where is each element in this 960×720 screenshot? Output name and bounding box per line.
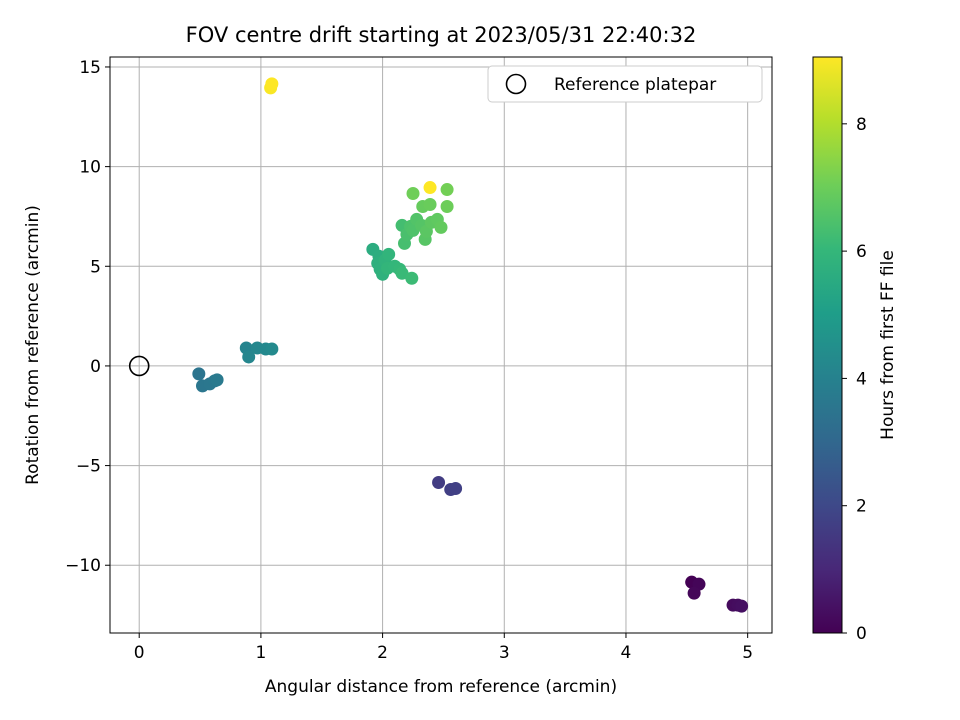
legend-label-reference: Reference platepar (554, 75, 716, 95)
y-axis-ticks: −10 −5 0 5 10 15 (65, 58, 110, 576)
data-point (242, 350, 256, 364)
data-point (440, 199, 454, 213)
colorbar-tick-label: 4 (856, 369, 867, 389)
y-tick-label: −10 (65, 556, 101, 576)
x-tick-label: 5 (742, 643, 753, 663)
x-tick-label: 3 (499, 643, 510, 663)
colorbar-tick-label: 6 (856, 242, 867, 262)
colorbar-ticks: 0 2 4 6 8 (842, 115, 867, 644)
x-tick-label: 0 (134, 643, 145, 663)
grid-lines (110, 57, 772, 633)
legend-marker-reference (505, 73, 527, 95)
data-point (449, 482, 463, 496)
x-axis-label: Angular distance from reference (arcmin) (265, 677, 617, 697)
y-tick-label: 15 (79, 58, 101, 78)
data-point (192, 367, 206, 381)
data-point (735, 599, 749, 613)
legend-box (487, 65, 763, 103)
y-tick-label: −5 (76, 457, 101, 477)
data-point (423, 197, 437, 211)
x-tick-label: 4 (621, 643, 632, 663)
data-point (434, 220, 448, 234)
y-tick-label: 0 (90, 357, 101, 377)
x-axis-ticks: 0 1 2 3 4 5 (134, 633, 753, 663)
x-tick-label: 2 (377, 643, 388, 663)
data-points (192, 77, 749, 613)
y-tick-label: 10 (79, 158, 101, 178)
colorbar-label: Hours from first FF file (878, 250, 898, 440)
data-point (382, 247, 396, 261)
data-point (210, 373, 224, 387)
chart-title: FOV centre drift starting at 2023/05/31 … (186, 23, 697, 47)
y-axis-label: Rotation from reference (arcmin) (23, 205, 43, 485)
colorbar-tick-label: 2 (856, 497, 867, 517)
data-point (423, 181, 437, 195)
colorbar-tick-label: 8 (856, 115, 867, 135)
data-point (395, 266, 409, 280)
data-point (406, 187, 420, 201)
plot-area-frame (109, 56, 773, 634)
colorbar: 0 2 4 6 8 Hours from first FF file (812, 56, 898, 644)
data-point (405, 271, 419, 285)
colorbar-tick-label: 0 (856, 624, 867, 644)
y-tick-label: 5 (90, 257, 101, 277)
legend: Reference platepar (487, 65, 763, 103)
data-point (440, 183, 454, 197)
data-point (687, 586, 701, 600)
reference-platepar-marker (128, 355, 150, 377)
data-point (265, 342, 279, 356)
data-point (432, 476, 446, 490)
colorbar-bar (812, 56, 843, 634)
data-point (265, 77, 279, 91)
reference-marker-layer (128, 355, 150, 377)
x-tick-label: 1 (255, 643, 266, 663)
